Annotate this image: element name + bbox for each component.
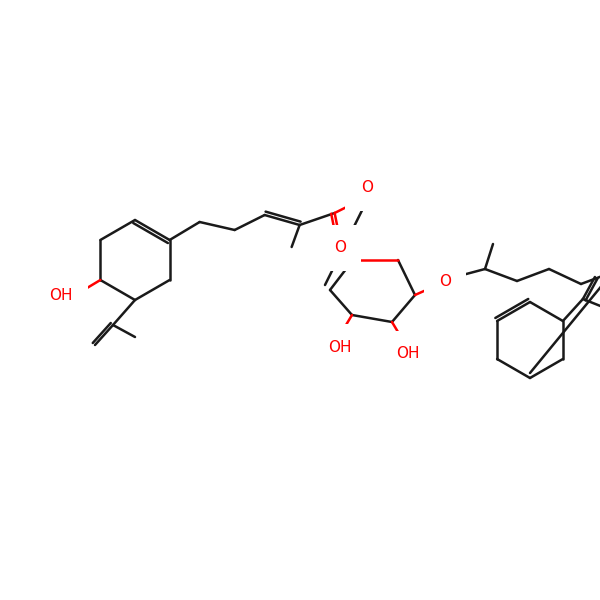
- Text: O: O: [439, 274, 451, 289]
- Text: OH: OH: [50, 287, 73, 302]
- Text: OH: OH: [396, 346, 420, 361]
- Text: O: O: [334, 241, 346, 256]
- Text: O: O: [361, 181, 373, 196]
- Text: OH: OH: [328, 340, 352, 355]
